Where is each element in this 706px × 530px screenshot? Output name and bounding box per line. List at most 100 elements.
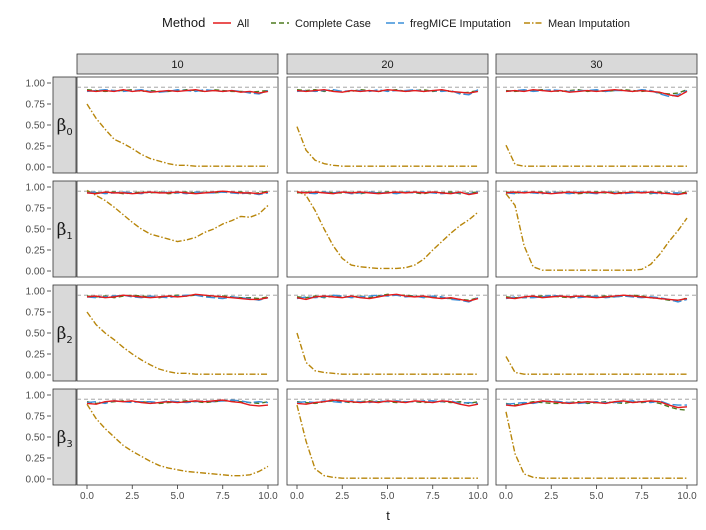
y-tick-label: 0.00 [26, 475, 46, 486]
series-line-mean-imputation [296, 404, 478, 479]
row-strip-3 [52, 388, 77, 486]
x-tick-label: 10.0 [677, 491, 697, 502]
column-strip-20 [286, 53, 489, 75]
x-tick-label: 5.0 [590, 491, 604, 502]
series-line-mean-imputation [86, 311, 268, 375]
panel-r2-c0 [76, 284, 279, 382]
x-tick-label: 5.0 [171, 491, 185, 502]
y-tick-label: 0.00 [26, 371, 46, 382]
series-line-all [296, 399, 479, 407]
y-tick-label: 0.75 [26, 412, 46, 423]
y-tick-label: 0.50 [26, 433, 46, 444]
row-strip-label-3: β [57, 428, 67, 448]
row-strip-subscript-3: 3 [66, 439, 72, 450]
series-line-fregmice-imputation [505, 89, 688, 98]
row-strip-label-0: β [57, 116, 67, 136]
row-strip-label-1: β [57, 220, 67, 240]
series-line-all [86, 190, 269, 195]
y-tick-label: 1.00 [26, 287, 46, 298]
legend-title: Method [162, 15, 205, 30]
panel-frame [76, 284, 279, 382]
legend-label-fregmice-imputation: fregMICE Imputation [410, 18, 511, 30]
column-strip-10 [76, 53, 279, 75]
x-tick-label: 10.0 [258, 491, 278, 502]
series-line-complete-case [505, 294, 688, 302]
y-tick-label: 0.75 [26, 100, 46, 111]
y-tick-label: 0.75 [26, 308, 46, 319]
row-strip-subscript-0: 0 [66, 127, 72, 138]
panel-frame [286, 388, 489, 486]
column-strip-label-30: 30 [590, 59, 602, 71]
y-tick-label: 1.00 [26, 183, 46, 194]
panel-frame [286, 284, 489, 382]
column-strips: 10 20 30 [76, 53, 698, 75]
y-tick-label: 0.75 [26, 204, 46, 215]
panels [76, 76, 698, 486]
panel-frame [495, 388, 698, 486]
panel-r2-c1 [286, 284, 489, 382]
series-line-mean-imputation [296, 126, 478, 167]
x-axis: 0.0 2.5 5.0 7.5 10.0 0.0 2.5 5.0 7.5 10.0 0.0 2.5 5.… [80, 485, 697, 502]
series-line-mean-imputation [505, 411, 687, 479]
series-line-complete-case [296, 191, 479, 195]
row-strip-subscript-2: 2 [66, 335, 72, 346]
legend-label-complete-case: Complete Case [295, 18, 371, 30]
panel-r1-c0 [76, 180, 279, 278]
x-tick-label: 7.5 [635, 491, 649, 502]
panel-frame [495, 180, 698, 278]
panel-frame [286, 76, 489, 174]
column-strip-30 [495, 53, 698, 75]
x-axis-title: t [386, 508, 390, 523]
legend-label-mean-imputation: Mean Imputation [548, 18, 630, 30]
x-tick-label: 0.0 [80, 491, 94, 502]
series-line-all [86, 399, 269, 407]
row-strip-2 [52, 284, 77, 382]
panel-frame [76, 180, 279, 278]
series-line-all [505, 400, 688, 409]
y-tick-label: 0.00 [26, 163, 46, 174]
series-line-mean-imputation [505, 193, 688, 271]
panel-frame [495, 284, 698, 382]
series-line-all [296, 191, 479, 196]
legend-label-all: All [237, 18, 249, 30]
series-line-mean-imputation [505, 144, 687, 167]
series-line-mean-imputation [86, 189, 269, 243]
panel-r3-c0 [76, 388, 279, 486]
series-line-complete-case [86, 294, 269, 300]
x-tick-label: 0.0 [499, 491, 513, 502]
panel-r2-c2 [495, 284, 698, 382]
x-tick-label: 2.5 [125, 491, 139, 502]
row-strips: β 0β 1β 2β 3 [52, 76, 77, 486]
panel-r3-c2 [495, 388, 698, 486]
y-axis: 0.00 0.25 0.50 0.75 1.00 0.00 0.25 0.50 0.75 1.00… [26, 79, 51, 486]
panel-frame [76, 76, 279, 174]
y-tick-label: 0.25 [26, 454, 46, 465]
x-tick-label: 7.5 [216, 491, 230, 502]
series-line-mean-imputation [296, 190, 479, 270]
legend: Method All Complete Case fregMICE Imputatio… [162, 15, 630, 30]
x-tick-label: 2.5 [544, 491, 558, 502]
row-strip-subscript-1: 1 [66, 231, 72, 242]
panel-frame [76, 388, 279, 486]
panel-r1-c1 [286, 180, 489, 278]
y-tick-label: 1.00 [26, 79, 46, 90]
series-line-all [296, 293, 479, 302]
panel-r0-c2 [495, 76, 698, 174]
column-strip-label-20: 20 [381, 59, 393, 71]
panel-r1-c2 [495, 180, 698, 278]
y-tick-label: 0.25 [26, 350, 46, 361]
series-line-fregmice-imputation [505, 294, 688, 303]
series-line-mean-imputation [505, 356, 687, 375]
series-line-all [86, 293, 269, 301]
x-tick-label: 10.0 [468, 491, 488, 502]
y-tick-label: 0.50 [26, 121, 46, 132]
series-line-all [296, 89, 479, 94]
series-line-all [505, 191, 688, 196]
series-line-complete-case [296, 89, 479, 94]
x-tick-label: 5.0 [381, 491, 395, 502]
series-line-all [505, 89, 688, 98]
y-tick-label: 1.00 [26, 391, 46, 402]
x-tick-label: 0.0 [290, 491, 304, 502]
row-strip-label-2: β [57, 324, 67, 344]
